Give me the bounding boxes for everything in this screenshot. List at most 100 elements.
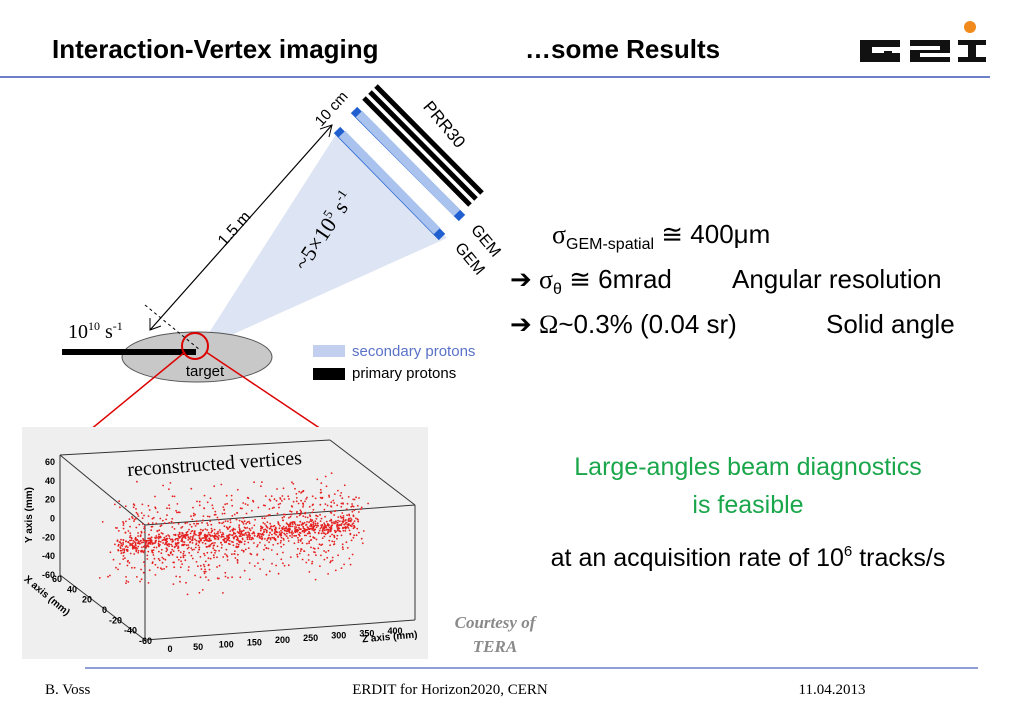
- vertex-dot: [268, 508, 271, 510]
- vertex-dot: [296, 555, 299, 558]
- vertex-dot: [274, 526, 277, 529]
- vertex-dot: [294, 487, 296, 490]
- vertex-dot: [203, 507, 205, 509]
- vertex-dot: [117, 543, 120, 546]
- vertex-dot: [140, 531, 143, 534]
- vertex-dot: [132, 547, 134, 550]
- vertex-dot: [230, 499, 233, 501]
- vertex-dot: [309, 535, 312, 538]
- vertex-dot: [300, 511, 302, 514]
- vertex-dot: [267, 547, 270, 550]
- vertex-dot: [162, 484, 165, 487]
- vertex-dot: [153, 557, 156, 560]
- vertex-dot: [331, 533, 333, 536]
- vertex-dot: [250, 538, 253, 541]
- vertex-dot: [330, 472, 333, 474]
- vertex-dot: [234, 532, 237, 535]
- vertex-dot: [276, 553, 279, 556]
- vertex-dot: [195, 539, 198, 542]
- vertex-dot: [189, 536, 192, 538]
- vertex-dot: [346, 502, 349, 505]
- vertex-dot: [184, 536, 187, 539]
- vertex-dot: [289, 523, 292, 526]
- vertex-dot: [247, 497, 250, 500]
- vertex-dot: [292, 482, 295, 485]
- vertex-dot: [296, 516, 298, 518]
- vertex-dot: [132, 503, 135, 506]
- vertex-dot: [210, 527, 213, 530]
- vertex-dot: [324, 515, 326, 518]
- x-tick-label: 20: [82, 595, 92, 605]
- vertex-dot: [280, 558, 283, 561]
- vertex-dot: [287, 540, 290, 542]
- vertex-dot: [157, 540, 160, 543]
- vertex-dot: [158, 529, 161, 532]
- vertex-dot: [334, 520, 337, 523]
- vertex-dot: [295, 526, 298, 528]
- vertex-dot: [277, 572, 280, 575]
- vertex-dot: [347, 518, 350, 521]
- vertex-dot: [224, 571, 227, 574]
- vertex-dot: [191, 542, 194, 544]
- vertex-dot: [282, 543, 285, 546]
- vertex-dot: [277, 536, 279, 538]
- vertex-dot: [225, 540, 228, 542]
- vertex-dot: [282, 525, 285, 528]
- vertex-dot: [155, 535, 158, 537]
- vertex-dot: [346, 547, 349, 549]
- vertex-dot: [207, 540, 210, 542]
- vertex-dot: [135, 508, 137, 510]
- vertex-dot: [265, 515, 268, 517]
- vertex-dot: [125, 576, 127, 578]
- vertex-dot: [281, 500, 283, 502]
- vertex-dot: [245, 534, 248, 536]
- vertex-dot: [161, 519, 164, 522]
- vertex-dot: [330, 512, 333, 514]
- vertex-dot: [356, 527, 359, 530]
- vertex-dot: [139, 542, 141, 545]
- vertex-dot: [349, 563, 352, 566]
- vertex-dot: [224, 575, 227, 578]
- vertex-dot: [262, 522, 265, 524]
- vertex-dot: [231, 530, 234, 532]
- vertex-dot: [304, 511, 307, 514]
- vertex-dot: [342, 527, 345, 529]
- vertex-dot: [222, 521, 225, 524]
- vertex-dot: [299, 520, 302, 523]
- vertex-dot: [309, 515, 312, 518]
- vertex-dot: [309, 518, 312, 521]
- vertex-dot: [211, 530, 213, 533]
- vertex-dot: [273, 506, 275, 509]
- vertex-dot: [232, 533, 235, 535]
- vertex-dot: [271, 562, 273, 565]
- vertex-dot: [201, 589, 204, 591]
- vertex-dot: [352, 522, 355, 524]
- prr-layer: [362, 96, 472, 207]
- vertex-dot: [333, 536, 336, 539]
- arrowhead: [319, 124, 333, 138]
- vertex-dot: [226, 559, 229, 561]
- vertex-dot: [168, 554, 171, 557]
- vertex-dot: [229, 530, 232, 532]
- vertex-dot: [232, 536, 235, 539]
- vertex-dot: [122, 555, 125, 557]
- vertex-dot: [206, 534, 209, 536]
- vertex-dot: [162, 557, 165, 560]
- vertex-dot: [260, 485, 262, 488]
- vertex-dot: [323, 524, 326, 526]
- vertex-dot: [308, 542, 310, 545]
- vertex-dot: [118, 541, 121, 543]
- vertex-dot: [151, 522, 154, 524]
- vertex-dot: [188, 551, 191, 554]
- vertex-dot: [300, 499, 302, 502]
- vertex-dot: [156, 536, 158, 539]
- vertex-dot: [129, 552, 132, 555]
- vertex-dot: [216, 556, 218, 559]
- vertex-dot: [334, 569, 337, 572]
- vertex-dot: [310, 525, 313, 528]
- vertex-dot: [178, 533, 181, 536]
- vertex-dot: [350, 539, 353, 542]
- vertex-dot: [162, 538, 165, 541]
- vertex-dot: [179, 576, 181, 578]
- vertex-dot: [182, 534, 185, 537]
